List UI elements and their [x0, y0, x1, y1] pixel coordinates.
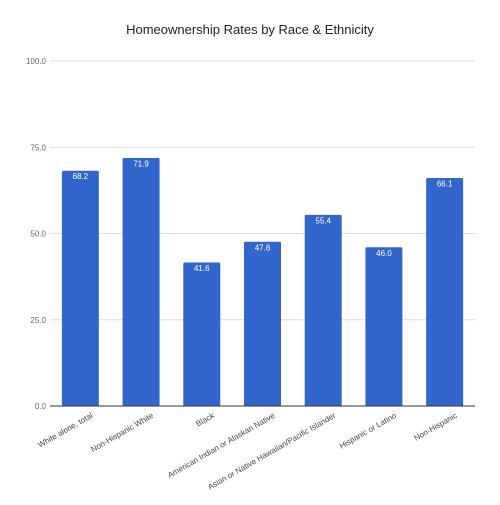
x-tick-label: Hispanic or Latino	[338, 411, 398, 451]
bar	[365, 247, 403, 406]
data-label: 71.9	[133, 159, 149, 168]
bar	[122, 157, 160, 406]
y-tick-label: 25.0	[30, 316, 46, 325]
data-label: 47.6	[255, 243, 271, 252]
bar	[244, 241, 281, 406]
data-label: 46.0	[376, 249, 392, 258]
bar	[183, 262, 221, 406]
x-tick-label: White alone, total	[36, 411, 94, 450]
data-label: 68.2	[73, 172, 89, 181]
x-tick-label: Non-Hispanic White	[89, 411, 155, 454]
y-tick-label: 75.0	[30, 143, 46, 152]
data-label: 41.6	[194, 264, 210, 273]
y-tick-label: 100.0	[26, 57, 47, 66]
y-tick-label: 0.0	[35, 402, 47, 411]
x-tick-label: American Indian or Alaskan Native	[166, 411, 277, 480]
bar	[304, 214, 342, 406]
y-tick-label: 50.0	[30, 230, 46, 239]
data-label: 66.1	[437, 179, 453, 188]
bar	[426, 177, 464, 406]
chart-title: Homeownership Rates by Race & Ethnicity	[126, 22, 374, 37]
bar	[61, 170, 99, 406]
x-tick-label: Non-Hispanic	[413, 411, 459, 443]
x-tick-label: Black	[194, 410, 216, 428]
x-tick-label: Asian or Native Hawaiian/Pacific Islande…	[206, 411, 337, 492]
data-label: 55.4	[315, 216, 331, 225]
